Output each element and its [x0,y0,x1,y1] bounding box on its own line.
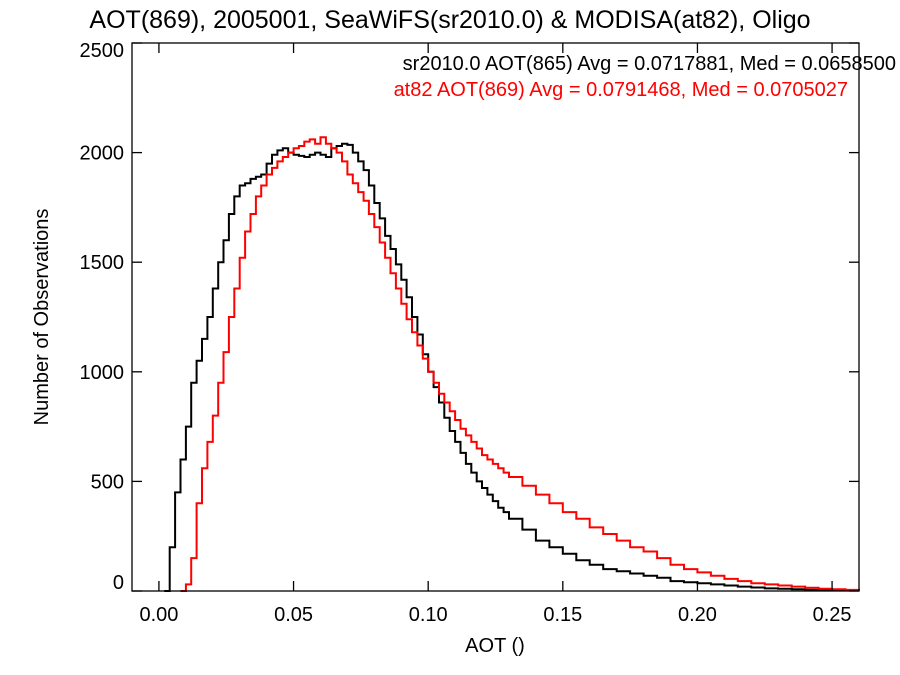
series-line-1 [180,136,860,592]
y-axis-ticks: 0 500 1000 1500 2000 2500 [80,40,859,594]
y-tick-label: 500 [91,471,124,493]
x-tick-label: 0.25 [813,604,852,626]
y-axis-label: Number of Observations [31,209,53,426]
x-tick-label: 0.15 [543,604,582,626]
y-tick-label: 2500 [80,40,125,62]
x-tick-label: 0.00 [139,604,178,626]
y-tick-label: 2000 [80,143,125,165]
x-axis-ticks: 0.00 0.05 0.10 0.15 0.20 0.25 [139,43,852,626]
plot-series [164,136,860,592]
series-line-0 [164,142,860,592]
x-tick-label: 0.05 [274,604,313,626]
y-tick-label: 1500 [80,252,125,274]
chart-title: AOT(869), 2005001, SeaWiFS(sr2010.0) & M… [89,6,810,34]
legend-entry-sr2010: sr2010.0 AOT(865) Avg = 0.0717881, Med =… [403,53,896,75]
x-axis-label: AOT () [465,635,525,657]
x-tick-label: 0.20 [678,604,717,626]
y-tick-label: 0 [113,572,124,594]
y-tick-label: 1000 [80,362,125,384]
plot-frame [131,42,860,592]
legend-entry-at82: at82 AOT(869) Avg = 0.0791468, Med = 0.0… [394,79,848,101]
x-tick-label: 0.10 [409,604,448,626]
